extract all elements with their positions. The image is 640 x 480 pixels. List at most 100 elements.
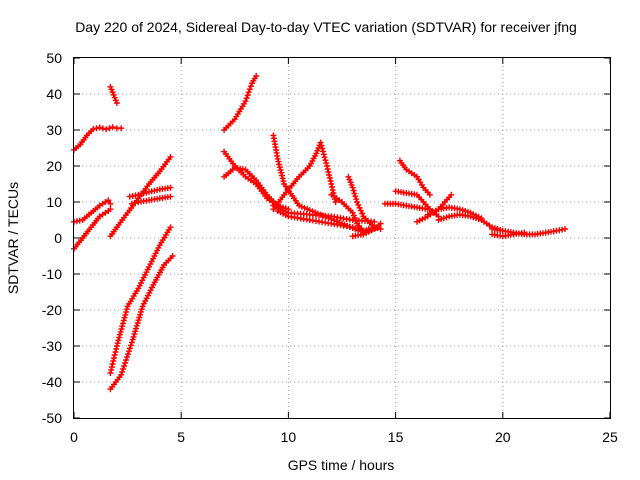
data-point <box>131 331 138 338</box>
data-point <box>242 98 249 105</box>
data-point <box>132 199 139 206</box>
plot-frame <box>73 57 611 419</box>
data-point <box>118 371 125 378</box>
data-point <box>322 157 329 164</box>
data-point <box>138 306 145 313</box>
grid <box>74 58 610 418</box>
data-point <box>326 172 333 178</box>
data-point <box>127 342 134 349</box>
y-tick-label: -40 <box>42 374 62 390</box>
data-point <box>116 331 123 338</box>
data-point <box>120 320 126 327</box>
y-tick-label: 40 <box>46 86 62 102</box>
data-point <box>116 334 123 341</box>
data-point <box>253 73 260 79</box>
data-point <box>107 206 114 213</box>
data-point <box>106 125 113 132</box>
data-point <box>320 148 326 155</box>
data-point <box>105 197 112 204</box>
data-point <box>126 348 132 355</box>
data-point <box>377 226 384 232</box>
series-s24 <box>424 204 485 222</box>
y-tick-label: -30 <box>42 338 62 354</box>
y-tick-label: 30 <box>46 122 62 138</box>
data-point <box>169 253 176 259</box>
data-point <box>119 368 126 375</box>
data-point <box>111 352 118 358</box>
chart-title: Day 220 of 2024, Sidereal Day-to-day VTE… <box>75 19 577 35</box>
data-series <box>71 73 568 393</box>
data-point <box>354 199 360 205</box>
data-point <box>122 360 129 366</box>
y-tick-label: -20 <box>42 302 62 318</box>
data-point <box>350 187 357 194</box>
series-s1 <box>71 124 125 153</box>
x-tick-label: 25 <box>602 429 618 445</box>
series-s20 <box>396 157 433 198</box>
x-tick-label: 0 <box>70 429 78 445</box>
series-s7 <box>126 184 174 200</box>
data-point <box>130 333 137 340</box>
data-point <box>244 92 251 99</box>
y-tick-label: -50 <box>42 410 62 426</box>
y-tick-label: 10 <box>46 194 62 210</box>
data-point <box>167 224 174 231</box>
y-tick-label: 50 <box>46 50 62 66</box>
data-point <box>562 226 568 232</box>
data-point <box>359 210 366 217</box>
data-point <box>113 100 120 106</box>
data-point <box>108 367 115 373</box>
data-point <box>371 218 378 225</box>
y-axis-label: SDTVAR / TECUs <box>5 182 21 294</box>
data-point <box>351 190 358 197</box>
series-s2 <box>107 83 120 106</box>
data-point <box>118 125 125 132</box>
data-point <box>114 340 121 347</box>
x-tick-label: 15 <box>388 429 404 445</box>
data-point <box>167 184 174 191</box>
data-point <box>109 124 116 131</box>
data-point <box>134 320 141 326</box>
data-point <box>122 311 129 318</box>
data-point <box>126 345 133 352</box>
series-trace <box>109 255 174 390</box>
data-point <box>320 151 327 158</box>
data-point <box>119 323 126 330</box>
data-point <box>128 200 135 207</box>
x-tick-label: 20 <box>495 429 511 445</box>
data-point <box>123 306 130 313</box>
series-s13 <box>274 208 367 234</box>
data-point <box>123 309 130 316</box>
series-s22 <box>392 188 442 220</box>
data-point <box>120 365 127 372</box>
data-point <box>117 328 124 335</box>
data-point <box>133 322 140 329</box>
data-point <box>348 181 355 188</box>
axis-ticks: 0 5 10 15 20 25 -50 -40 -30 -20 -10 0 10 20 30 40 50 <box>42 50 618 445</box>
data-point <box>318 142 325 149</box>
data-point <box>123 357 129 364</box>
data-point <box>111 94 118 101</box>
y-tick-label: 0 <box>54 230 62 246</box>
y-tick-label: 20 <box>46 158 62 174</box>
data-point <box>355 201 362 208</box>
data-point <box>103 126 110 133</box>
data-point <box>124 354 130 361</box>
data-point <box>323 160 330 167</box>
data-point <box>319 145 326 152</box>
data-point <box>321 154 328 161</box>
x-axis-label: GPS time / hours <box>288 457 395 473</box>
y-tick-label: -10 <box>42 266 62 282</box>
data-point <box>246 86 253 93</box>
series-s27 <box>489 229 528 240</box>
data-point <box>125 351 131 358</box>
series-s19 <box>349 220 384 240</box>
data-point <box>137 311 144 318</box>
series-s10 <box>221 73 260 133</box>
data-point <box>317 139 324 146</box>
data-point <box>352 217 359 224</box>
data-point <box>96 124 103 131</box>
data-point <box>243 95 250 102</box>
data-point <box>121 363 128 369</box>
